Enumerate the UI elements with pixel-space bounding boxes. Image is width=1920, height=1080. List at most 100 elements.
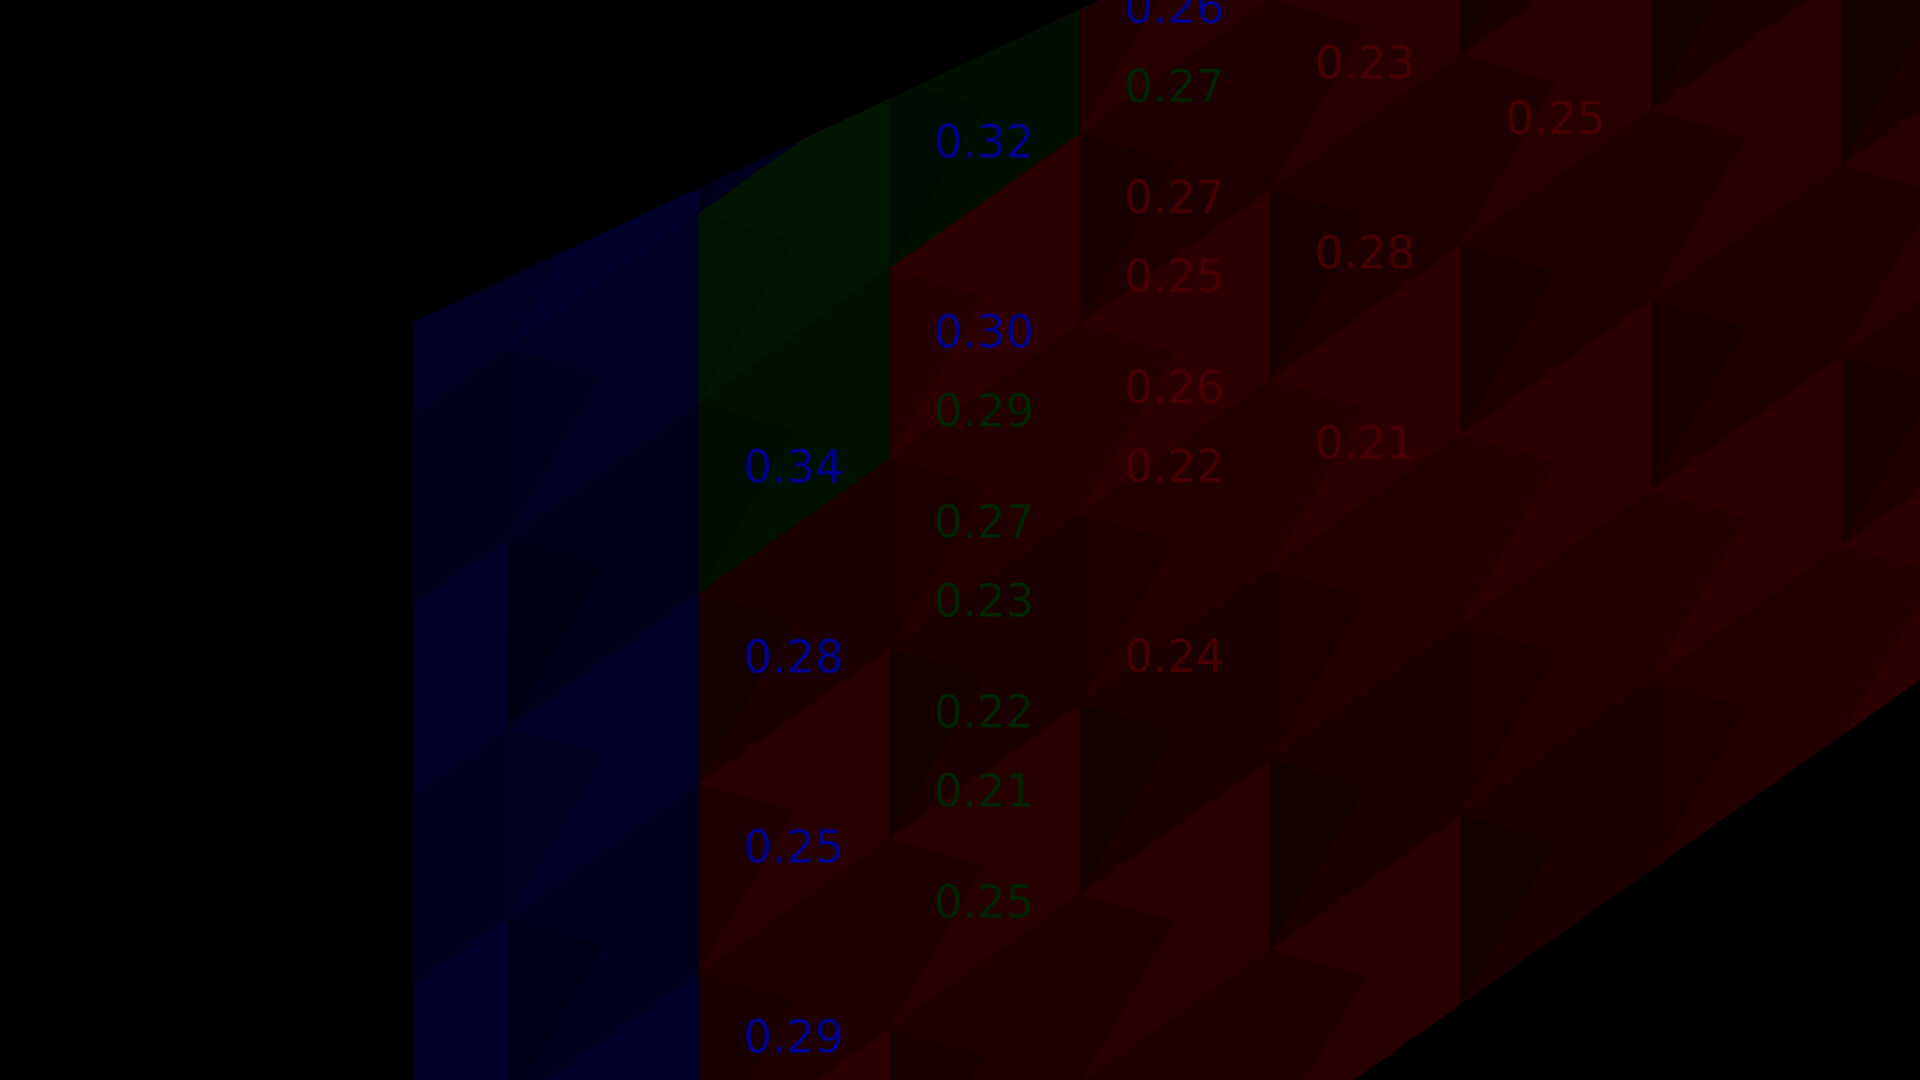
heatmap-tile-shade [1841, 355, 1920, 546]
heatmap-tile [698, 458, 890, 784]
heatmap-tile-shade [1460, 624, 1556, 815]
heatmap-tile-shade [1460, 434, 1556, 625]
heatmap-tile [1079, 189, 1271, 514]
heatmap-tile-shade [889, 268, 985, 459]
cell-value-label: 0.28 [743, 630, 843, 683]
cell-value-label: 0.34 [743, 440, 843, 493]
cell-value-label: 0.27 [934, 496, 1034, 549]
heatmap-tile-shade [1651, 0, 1716, 110]
cell-value-label: 0.22 [1124, 440, 1224, 493]
heatmap-tile-shade [1460, 244, 1556, 435]
heatmap-tile-shade [1270, 189, 1366, 380]
heatmap-tile [698, 838, 890, 1080]
cell-value-label: 0.27 [1124, 171, 1224, 224]
heatmap-tile [889, 513, 1080, 839]
cell-value-label: 0.25 [743, 820, 843, 873]
heatmap-tile [698, 78, 890, 404]
heatmap-tile [889, 703, 1080, 1029]
heatmap-tile [1079, 0, 1271, 324]
heatmap-tile-shade [889, 1028, 985, 1080]
heatmap-tile [1460, 679, 1652, 1005]
heatmap-tile [1079, 759, 1271, 1080]
heatmap-tile [698, 268, 890, 594]
heatmap-tile [1079, 0, 1270, 134]
heatmap-tile-shade [1270, 0, 1366, 190]
heatmap-tile [1460, 489, 1652, 815]
heatmap-tile-shade [508, 347, 604, 538]
heatmap-tile-shade [889, 838, 985, 1029]
heatmap-tile-shade [889, 458, 985, 649]
cell-value-label: 0.27 [1124, 60, 1224, 113]
heatmap-tile-shade [1079, 133, 1175, 324]
heatmap-tile-shade [698, 213, 794, 404]
heatmap-tile-shade [1270, 759, 1366, 950]
chart-left-margin [0, 0, 413, 1080]
cell-value-label: 0.22 [934, 686, 1034, 739]
heatmap-labels: 0.34 0.28 0.25 0.29 0.32 0.30 0.29 0.27 0.23 0.22… [743, 0, 1796, 1063]
heatmap-tile [1651, 0, 1842, 300]
cell-value-label: 0.23 [1315, 37, 1415, 90]
cell-value-label: 0.23 [934, 575, 1034, 628]
heatmap-tile-shade [1079, 703, 1175, 894]
cell-value-label: 0.24 [1124, 630, 1224, 683]
heatmap-tile [1270, 814, 1461, 1080]
heatmap-tile [508, 403, 699, 728]
heatmap-tile [1270, 244, 1461, 570]
heatmap-tile [889, 893, 1080, 1080]
heatmap-tile [889, 133, 1080, 459]
heatmap-tile [1841, 300, 1920, 546]
heatmap-tile [1841, 0, 1920, 166]
heatmap-tile-shade [698, 783, 794, 974]
heatmap-tile-shade [698, 593, 794, 784]
heatmap-tile-shade [889, 648, 985, 839]
heatmap-tile-shade [1079, 513, 1175, 704]
heatmap-tile-shade [1460, 54, 1556, 245]
cell-value-label: 0.25 [934, 876, 1034, 929]
heatmap-tile [547, 973, 699, 1080]
cell-value-label: 0.32 [934, 116, 1034, 169]
heatmap-tile [1079, 379, 1271, 704]
heatmap-tile-shade [1460, 814, 1556, 1005]
heatmap-tile [1270, 54, 1461, 380]
heatmap-tile-shade [1079, 893, 1175, 1080]
heatmap-tile [1460, 299, 1652, 625]
heatmap-tile [1460, 109, 1652, 435]
heatmap-tile [1270, 0, 1461, 190]
cell-value-label: 0.25 [1505, 92, 1605, 145]
heatmap-tile [889, 323, 1080, 649]
cell-value-label: 0.21 [934, 765, 1034, 818]
heatmap-tile-shade [1270, 569, 1366, 760]
heatmap-tile-shade [1651, 489, 1747, 680]
heatmap-tile-shade [1270, 949, 1366, 1080]
heatmap-tile [1841, 490, 1920, 736]
heatmap-tile-shade [508, 727, 604, 918]
heatmap-tile [1651, 545, 1842, 870]
heatmap-tile [698, 648, 890, 974]
heatmap-tile-shade [1651, 679, 1747, 870]
cell-value-label: 0.29 [743, 1010, 843, 1063]
heatmap-tile [508, 783, 699, 1080]
heatmap-tile [1460, 0, 1652, 245]
heatmap-tile [1651, 355, 1842, 680]
heatmap-tile-shade [1079, 0, 1159, 134]
heatmap-tile-shade [1270, 379, 1366, 570]
cell-value-label: 0.21 [1315, 417, 1415, 470]
cell-value-label: 0.29 [934, 385, 1034, 438]
heatmap-tile-shade [508, 537, 604, 728]
heatmap-tile-shade [1841, 0, 1920, 166]
heatmap-tile [1270, 624, 1461, 950]
heatmap-tile-shade [1841, 165, 1920, 356]
heatmap-tile-shade [698, 973, 794, 1080]
heatmap-tile-shade [1079, 323, 1175, 514]
heatmap-tile [1085, 949, 1271, 1080]
heatmap-tile-shade [1460, 0, 1493, 55]
heatmap-tile [508, 593, 699, 918]
heatmap-tile [1079, 569, 1271, 894]
heatmap-tile [508, 213, 699, 538]
cell-value-label: 0.26 [1124, 0, 1224, 34]
heatmap-tile [1841, 110, 1920, 356]
heatmap-tile-shade [1651, 109, 1747, 300]
